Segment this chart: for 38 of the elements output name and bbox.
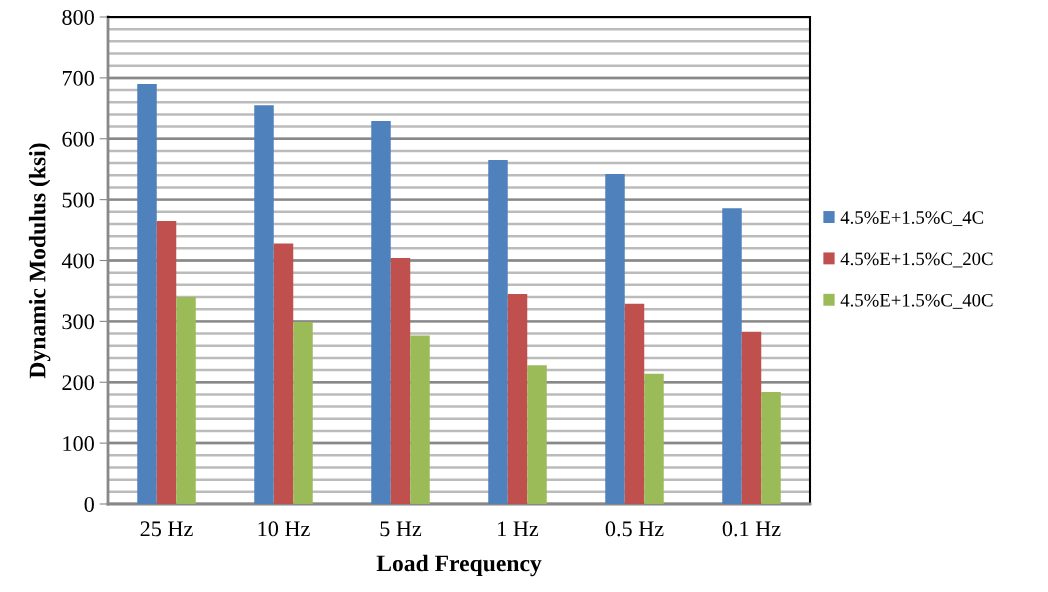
y-tick-label: 700 — [62, 70, 94, 86]
bar — [761, 391, 781, 504]
bar — [605, 174, 625, 504]
y-tick-label: 600 — [62, 131, 94, 147]
bar — [390, 258, 411, 504]
y-tick-label: 300 — [62, 314, 94, 330]
y-axis-title: Dynamic Modulus (ksi) — [28, 143, 51, 379]
y-tick-label: 400 — [61, 253, 94, 269]
legend-label: 4.5%E+1.5%C_4C — [840, 211, 984, 227]
bar — [741, 331, 762, 504]
bar — [156, 220, 177, 504]
bar — [371, 121, 391, 504]
y-tick-label: 800 — [62, 9, 94, 25]
bar — [176, 297, 196, 504]
bar — [254, 105, 274, 504]
y-tick-label: 500 — [62, 192, 94, 208]
x-tick-label: 0.5 Hz — [605, 521, 664, 537]
y-tick-label: 200 — [62, 375, 94, 391]
x-axis-title: Load Frequency — [376, 554, 542, 577]
legend-label: 4.5%E+1.5%C_40C — [840, 293, 993, 309]
bar — [137, 83, 157, 504]
bar — [527, 365, 547, 504]
bar — [507, 293, 528, 504]
y-tick-label: 0 — [84, 496, 94, 512]
x-tick-label: 5 Hz — [380, 521, 422, 537]
x-tick-label: 25 Hz — [140, 521, 193, 537]
bar — [624, 303, 645, 504]
bar — [273, 243, 294, 504]
y-tick-label: 100 — [63, 436, 94, 452]
bar — [722, 208, 742, 504]
bar — [410, 335, 430, 504]
legend-label: 4.5%E+1.5%C_20C — [840, 252, 993, 268]
bar — [644, 373, 664, 504]
bar — [488, 160, 508, 504]
x-tick-label: 1 Hz — [498, 521, 539, 537]
x-tick-label: 0.1 Hz — [722, 521, 781, 537]
x-tick-label: 10 Hz — [258, 521, 310, 537]
bar — [293, 321, 313, 504]
